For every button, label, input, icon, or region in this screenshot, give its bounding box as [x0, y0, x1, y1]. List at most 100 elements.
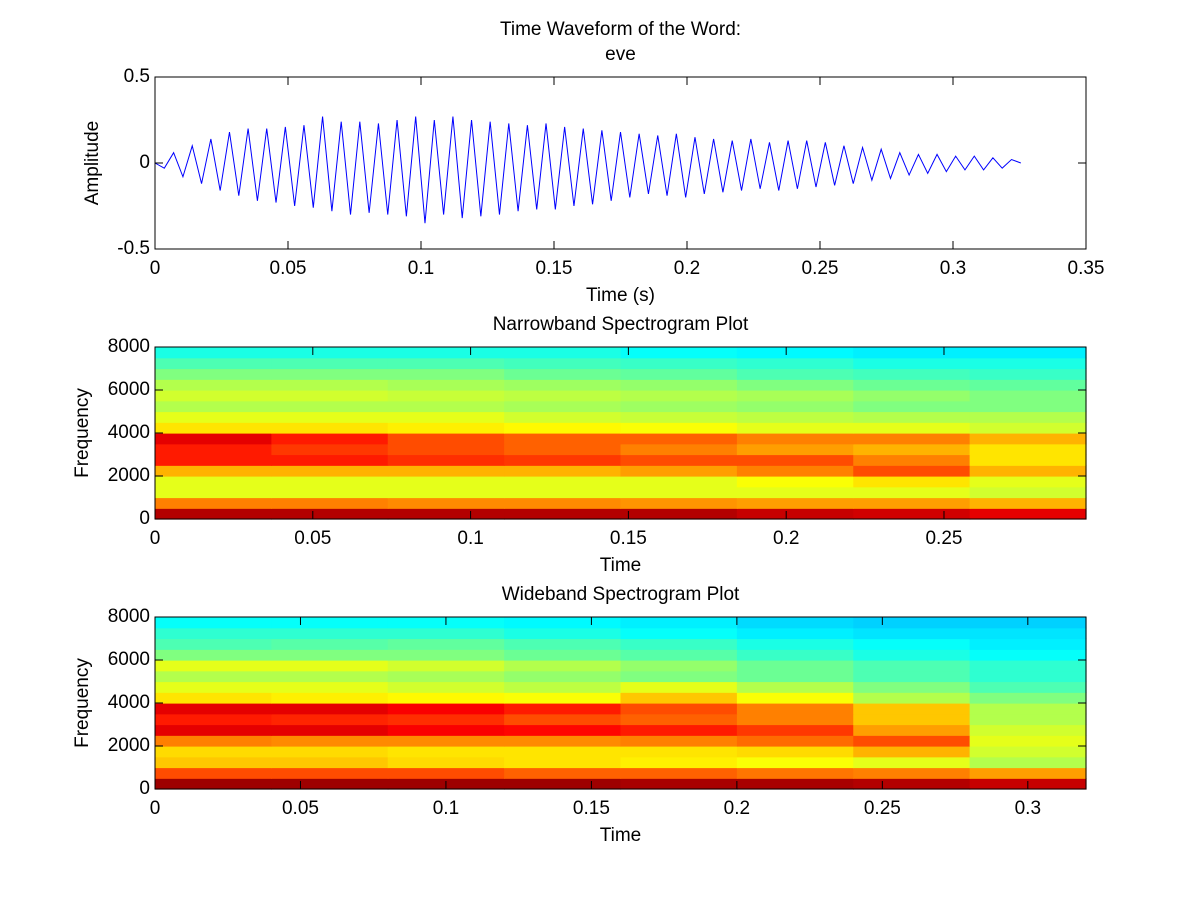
- spectrogram-cell: [620, 465, 738, 477]
- spectrogram-cell: [155, 735, 272, 747]
- x-tick-label: 0.2: [773, 528, 799, 549]
- spectrogram-cell: [271, 390, 389, 402]
- spectrogram-cell: [155, 400, 272, 413]
- subplot: Narrowband Spectrogram Plot 0 0.05 0.1 0.15 0…: [72, 314, 1087, 576]
- spectrogram-cell: [387, 486, 505, 499]
- spectrogram-cell: [155, 465, 272, 477]
- spectrogram-cell: [387, 443, 505, 456]
- spectrogram-cell: [504, 649, 622, 661]
- spectrogram-cell: [504, 670, 622, 683]
- spectrogram-cell: [969, 347, 1087, 359]
- x-tick-label: 0.05: [270, 258, 307, 279]
- spectrogram-cell: [853, 476, 971, 488]
- spectrogram-cell: [620, 670, 738, 683]
- y-tick-label: 2000: [108, 465, 150, 486]
- spectrogram-cell: [387, 756, 505, 769]
- spectrogram-cell: [271, 454, 389, 466]
- spectrogram-cell: [620, 735, 738, 747]
- spectrogram-cell: [155, 433, 272, 445]
- spectrogram-cell: [387, 400, 505, 413]
- spectrogram-cell: [155, 617, 272, 629]
- spectrogram-cell: [387, 411, 505, 423]
- spectrogram-cell: [271, 713, 389, 726]
- spectrogram-cell: [504, 486, 622, 499]
- spectrogram-cell: [271, 660, 389, 672]
- spectrogram-cell: [853, 465, 971, 477]
- spectrogram-cell: [736, 422, 854, 434]
- spectrogram-cell: [271, 357, 389, 370]
- spectrogram-cell: [620, 660, 738, 672]
- spectrogram-cell: [853, 357, 971, 370]
- spectrogram-cell: [387, 767, 505, 779]
- spectrogram-cell: [853, 746, 971, 758]
- x-tick-label: 0.25: [925, 528, 962, 549]
- spectrogram-cell: [387, 627, 505, 640]
- spectrogram-cell: [969, 649, 1087, 661]
- spectrogram-cell: [155, 627, 272, 640]
- spectrogram-cell: [387, 368, 505, 380]
- spectrogram-cell: [504, 767, 622, 779]
- x-tick-label: 0.15: [573, 798, 610, 819]
- spectrogram-cell: [853, 670, 971, 683]
- spectrogram-cell: [504, 692, 622, 704]
- y-tick-label: 0: [139, 778, 150, 799]
- spectrogram-cell: [969, 724, 1087, 736]
- spectrogram-cell: [504, 347, 622, 359]
- spectrogram-cell: [504, 756, 622, 769]
- spectrogram-cell: [736, 347, 854, 359]
- spectrogram-cell: [155, 347, 272, 359]
- spectrogram-cell: [504, 379, 622, 391]
- spectrogram-cell: [620, 713, 738, 726]
- subplot: Time Waveform of the Word: eve 0 0.05 0.1 0.1…: [82, 19, 1104, 306]
- spectrogram-cell: [387, 670, 505, 683]
- y-tick-label: 6000: [108, 649, 150, 670]
- spectrogram-cell: [504, 422, 622, 434]
- spectrogram-cell: [620, 724, 738, 736]
- spectrogram-cell: [387, 703, 505, 715]
- spectrogram-cell: [853, 638, 971, 650]
- spectrogram-cell: [387, 746, 505, 758]
- spectrogram-cell: [271, 670, 389, 683]
- spectrogram-cell: [504, 454, 622, 466]
- spectrogram-cell: [620, 368, 738, 380]
- spectrogram-cell: [155, 756, 272, 769]
- spectrogram-cell: [969, 465, 1087, 477]
- spectrogram-cell: [853, 379, 971, 391]
- spectrogram-cell: [736, 379, 854, 391]
- x-tick-label: 0.25: [802, 258, 839, 279]
- x-tick-label: 0.3: [940, 258, 966, 279]
- spectrogram-cell: [969, 692, 1087, 704]
- spectrogram-cell: [736, 638, 854, 650]
- spectrogram-cell: [155, 638, 272, 650]
- spectrogram-cell: [387, 692, 505, 704]
- y-axis-label: Amplitude: [82, 121, 103, 206]
- spectrogram-cell: [155, 497, 272, 509]
- spectrogram-cell: [969, 486, 1087, 499]
- spectrogram-cell: [736, 735, 854, 747]
- spectrogram-cell: [271, 767, 389, 779]
- spectrogram-cell: [620, 497, 738, 509]
- spectrogram-cell: [504, 724, 622, 736]
- spectrogram-cell: [620, 400, 738, 413]
- x-tick-label: 0.35: [1068, 258, 1105, 279]
- spectrogram-cell: [853, 681, 971, 693]
- spectrogram-cell: [387, 638, 505, 650]
- spectrogram-cell: [155, 390, 272, 402]
- y-tick-label: 8000: [108, 606, 150, 627]
- spectrogram-cell: [387, 433, 505, 445]
- spectrogram-cell: [504, 433, 622, 445]
- spectrogram-cell: [853, 497, 971, 509]
- spectrogram-cell: [504, 713, 622, 726]
- spectrogram-cell: [387, 660, 505, 672]
- spectrogram-cell: [387, 422, 505, 434]
- spectrogram-cell: [155, 649, 272, 661]
- spectrogram-cell: [504, 735, 622, 747]
- spectrogram-cell: [853, 368, 971, 380]
- spectrogram-cell: [853, 660, 971, 672]
- spectrogram-cell: [271, 411, 389, 423]
- spectrogram-cell: [620, 454, 738, 466]
- spectrogram-cell: [853, 486, 971, 499]
- y-axis-label: Frequency: [72, 658, 93, 748]
- x-tick-label: 0.15: [536, 258, 573, 279]
